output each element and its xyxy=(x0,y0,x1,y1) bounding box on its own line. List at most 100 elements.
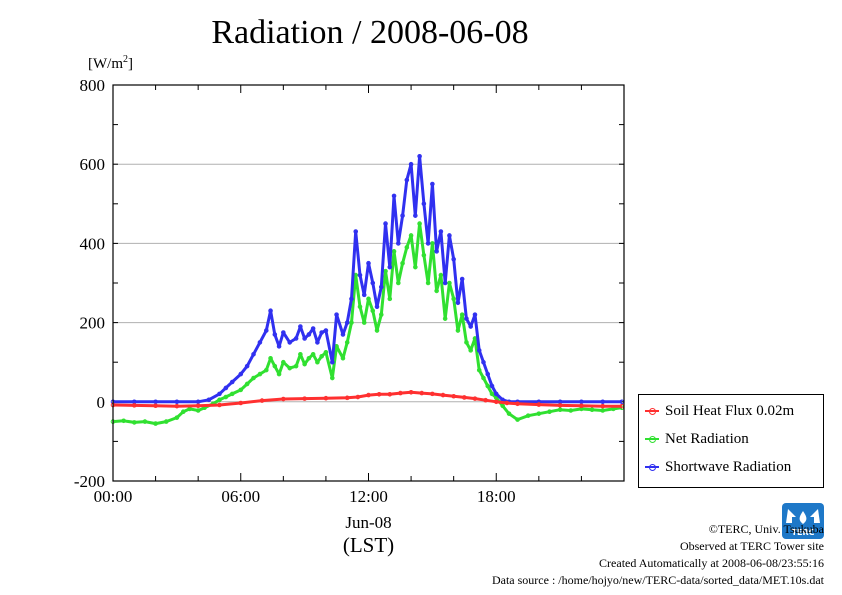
data-point xyxy=(272,363,278,369)
data-point xyxy=(481,375,486,381)
data-point xyxy=(396,241,401,246)
terc-logo: TERC xyxy=(782,503,824,539)
data-point xyxy=(323,350,329,355)
data-point xyxy=(404,177,410,183)
data-point xyxy=(438,272,444,278)
data-point xyxy=(468,324,474,329)
data-point xyxy=(276,371,282,377)
y-axis-unit-label: [W/m2] xyxy=(88,54,133,72)
data-point xyxy=(153,403,158,409)
data-point xyxy=(264,367,269,373)
data-point xyxy=(366,392,371,398)
data-point xyxy=(310,351,316,357)
data-point xyxy=(217,402,222,408)
data-point xyxy=(472,312,478,317)
data-point xyxy=(434,249,439,254)
x-tick-label: 12:00 xyxy=(349,487,388,506)
x-tick-label: 00:00 xyxy=(94,487,133,506)
data-point xyxy=(425,241,431,246)
data-point xyxy=(349,296,354,302)
data-point xyxy=(259,398,265,403)
data-point xyxy=(272,332,278,337)
data-point xyxy=(244,363,250,369)
data-point xyxy=(481,359,486,365)
data-point xyxy=(600,403,606,409)
data-point xyxy=(383,221,388,226)
data-point xyxy=(525,413,531,418)
data-point xyxy=(400,260,405,266)
y-tick-label: 800 xyxy=(80,76,106,95)
data-point xyxy=(287,365,293,371)
data-point xyxy=(366,260,371,266)
legend-label-shortwave: Shortwave Radiation xyxy=(665,458,792,475)
data-point xyxy=(451,256,456,262)
data-point xyxy=(440,392,446,398)
data-point xyxy=(281,396,286,402)
legend-label-net: Net Radiation xyxy=(665,430,749,447)
data-point xyxy=(355,394,361,400)
legend-label-soil: Soil Heat Flux 0.02m xyxy=(665,402,795,419)
data-point xyxy=(536,411,542,416)
data-point xyxy=(344,320,350,325)
data-point xyxy=(421,252,427,258)
data-point xyxy=(357,304,363,310)
data-point xyxy=(323,395,329,401)
data-point xyxy=(455,328,461,333)
data-point xyxy=(174,399,180,405)
data-point xyxy=(153,421,158,426)
data-point xyxy=(163,419,169,424)
data-point xyxy=(374,304,380,310)
data-point xyxy=(195,403,201,409)
data-point xyxy=(536,402,542,407)
legend-item-net-radiation: Net Radiation xyxy=(645,429,749,449)
series-line-soil-heat-flux-0-02m xyxy=(112,390,622,408)
data-point xyxy=(251,375,256,381)
data-point xyxy=(330,375,335,381)
data-point xyxy=(244,381,250,387)
data-point xyxy=(268,355,273,361)
data-point xyxy=(391,249,397,254)
data-point xyxy=(293,336,299,341)
data-point xyxy=(430,181,435,187)
data-point xyxy=(557,403,563,408)
data-point xyxy=(353,229,359,234)
data-point xyxy=(361,320,367,325)
data-point xyxy=(515,417,520,422)
data-point xyxy=(430,391,435,397)
footer-created: Created Automatically at 2008-06-08/23:5… xyxy=(599,556,824,570)
data-point xyxy=(357,272,363,278)
data-point xyxy=(408,161,414,167)
data-point xyxy=(434,288,439,294)
data-point xyxy=(451,296,456,302)
data-point xyxy=(281,330,286,335)
data-point xyxy=(579,403,584,409)
data-point xyxy=(506,411,512,416)
data-point xyxy=(206,397,212,403)
data-point xyxy=(485,371,491,377)
data-point xyxy=(408,233,414,238)
data-point xyxy=(344,395,350,401)
data-point xyxy=(238,400,244,406)
x-axis-label: (LST) xyxy=(343,533,394,557)
plot-area xyxy=(113,85,624,481)
data-point xyxy=(504,400,510,406)
data-point xyxy=(323,328,329,333)
data-point xyxy=(404,245,410,250)
data-point xyxy=(121,418,126,424)
data-point xyxy=(287,340,293,345)
data-point xyxy=(547,409,552,415)
data-point xyxy=(229,379,235,385)
data-point xyxy=(310,326,316,331)
data-point xyxy=(306,355,312,361)
data-point xyxy=(468,348,474,353)
x-tick-label: 06:00 xyxy=(221,487,260,506)
data-point xyxy=(344,340,350,345)
y-tick-label: 600 xyxy=(80,155,106,174)
data-point xyxy=(223,385,229,391)
series-line-net-radiation xyxy=(112,222,623,426)
y-tick-label: 200 xyxy=(80,314,106,333)
data-point xyxy=(400,213,405,218)
data-point xyxy=(421,201,427,207)
data-point xyxy=(298,324,303,329)
